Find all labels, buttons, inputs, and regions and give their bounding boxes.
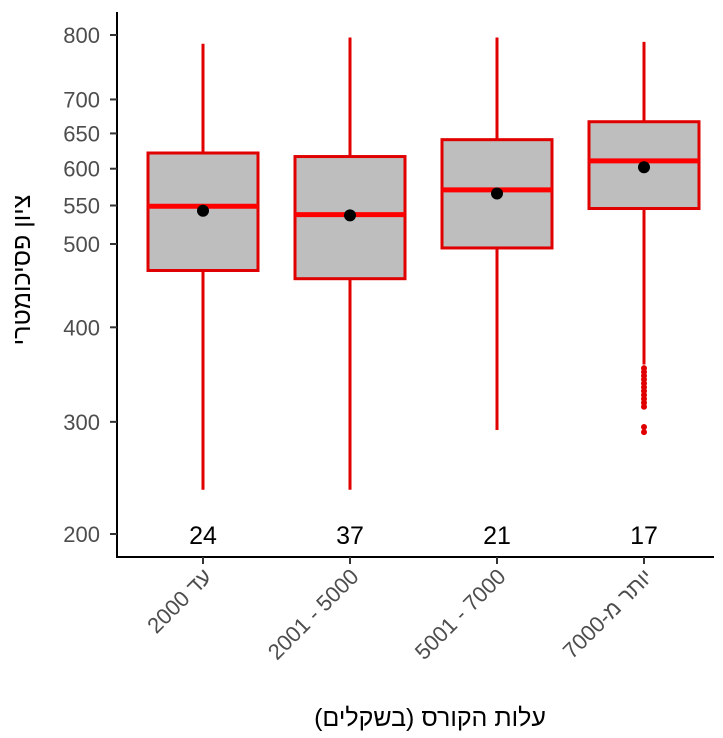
y-axis-ticks: 200 300 400 500 550 600 650 700 800 xyxy=(63,23,117,547)
y-tick-label: 700 xyxy=(63,87,100,112)
box-group: 21 xyxy=(440,37,554,550)
mean-point xyxy=(197,204,209,217)
mean-point xyxy=(491,187,503,200)
y-tick-label: 400 xyxy=(63,315,100,340)
x-axis-ticks: עד 2000 2001 - 5000 5001 - 7000 יותר מ-7000 xyxy=(142,557,658,665)
y-tick-label: 600 xyxy=(63,157,100,182)
outlier-point xyxy=(641,423,647,430)
x-tick-label: 2001 - 5000 xyxy=(263,564,364,665)
box-group: 37 xyxy=(293,37,407,550)
outlier-point xyxy=(641,429,647,436)
mean-point xyxy=(344,209,356,222)
count-label: 37 xyxy=(336,522,364,550)
count-label: 21 xyxy=(483,522,511,550)
y-tick-label: 550 xyxy=(63,194,100,219)
y-tick-label: 200 xyxy=(63,522,100,547)
mean-point xyxy=(638,161,650,174)
y-tick-label: 800 xyxy=(63,23,100,48)
count-label: 17 xyxy=(630,522,658,550)
box-group: 24 xyxy=(146,43,260,550)
x-tick-label: יותר מ-7000 xyxy=(558,564,658,664)
outlier-point xyxy=(641,403,647,410)
x-tick-label: 5001 - 7000 xyxy=(410,564,511,665)
x-tick-label: עד 2000 xyxy=(142,564,216,638)
count-label: 24 xyxy=(189,522,217,550)
y-axis-title: ציון פסיכומטרי xyxy=(8,195,36,346)
y-tick-label: 650 xyxy=(63,121,100,146)
box-group: 17 xyxy=(587,41,701,550)
plot-area: 24 37 21 17 xyxy=(146,37,701,550)
x-axis-title: עלות הקורס (בשקלים) xyxy=(314,704,546,732)
y-tick-label: 300 xyxy=(63,410,100,435)
y-tick-label: 500 xyxy=(63,232,100,257)
